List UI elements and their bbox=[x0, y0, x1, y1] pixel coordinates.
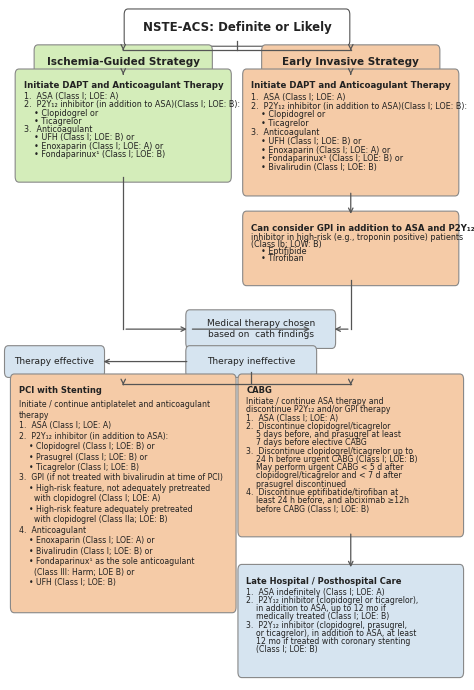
Text: Therapy ineffective: Therapy ineffective bbox=[207, 357, 295, 366]
Text: 1.  ASA (Class I; LOE: A): 1. ASA (Class I; LOE: A) bbox=[251, 93, 346, 102]
Text: Late Hospital / Posthospital Care: Late Hospital / Posthospital Care bbox=[246, 577, 402, 586]
Text: Initiate DAPT and Anticoagulant Therapy: Initiate DAPT and Anticoagulant Therapy bbox=[24, 81, 223, 90]
Text: (Class Ib; LOW: B): (Class Ib; LOW: B) bbox=[251, 240, 322, 249]
Text: • Enoxaparin (Class I; LOE: A) or: • Enoxaparin (Class I; LOE: A) or bbox=[19, 536, 155, 546]
Text: before CABG (Class I; LOE: B): before CABG (Class I; LOE: B) bbox=[246, 504, 370, 513]
Text: 5 days before, and prasugrel at least: 5 days before, and prasugrel at least bbox=[246, 430, 401, 440]
Text: 1.  ASA indefinitely (Class I; LOE: A): 1. ASA indefinitely (Class I; LOE: A) bbox=[246, 588, 385, 597]
Text: • Ticagrelor (Class I; LOE: B): • Ticagrelor (Class I; LOE: B) bbox=[19, 463, 139, 472]
Text: Therapy effective: Therapy effective bbox=[15, 357, 94, 366]
FancyBboxPatch shape bbox=[186, 346, 317, 377]
Text: with clopidogrel (Class I; LOE: A): with clopidogrel (Class I; LOE: A) bbox=[19, 495, 160, 504]
Text: prasugrel discontinued: prasugrel discontinued bbox=[246, 480, 346, 489]
FancyBboxPatch shape bbox=[243, 211, 459, 286]
Text: PCI with Stenting: PCI with Stenting bbox=[19, 386, 102, 395]
Text: 2.  P2Y₁₂ inhibitor (in addition to ASA):: 2. P2Y₁₂ inhibitor (in addition to ASA): bbox=[19, 431, 168, 440]
Text: least 24 h before, and abciximab ≥12h: least 24 h before, and abciximab ≥12h bbox=[246, 496, 410, 505]
FancyBboxPatch shape bbox=[243, 69, 459, 196]
Text: • Eptifibide: • Eptifibide bbox=[251, 247, 307, 256]
Text: discontinue P2Y₁₂ and/or GPI therapy: discontinue P2Y₁₂ and/or GPI therapy bbox=[246, 406, 391, 415]
Text: Ischemia-Guided Strategy: Ischemia-Guided Strategy bbox=[47, 57, 200, 67]
Text: 1.  ASA (Class I; LOE: A): 1. ASA (Class I; LOE: A) bbox=[24, 92, 118, 101]
Text: • Prasugrel (Class I; LOE: B) or: • Prasugrel (Class I; LOE: B) or bbox=[19, 453, 147, 462]
Text: Medical therapy chosen
based on  cath findings: Medical therapy chosen based on cath fin… bbox=[207, 319, 315, 339]
Text: 24 h before urgent CABG (Class I; LOE: B): 24 h before urgent CABG (Class I; LOE: B… bbox=[246, 455, 418, 464]
Text: • Clopidogrel or: • Clopidogrel or bbox=[251, 110, 326, 119]
Text: • Ticagrelor: • Ticagrelor bbox=[251, 119, 309, 128]
Text: in addition to ASA, up to 12 mo if: in addition to ASA, up to 12 mo if bbox=[246, 604, 386, 613]
Text: (Class I; LOE: B): (Class I; LOE: B) bbox=[246, 645, 318, 654]
Text: inhibitor in high-risk (e.g., troponin positive) patients: inhibitor in high-risk (e.g., troponin p… bbox=[251, 233, 464, 242]
Text: 3.  GPI (if not treated with bivalirudin at time of PCI): 3. GPI (if not treated with bivalirudin … bbox=[19, 473, 223, 482]
FancyBboxPatch shape bbox=[15, 69, 231, 182]
Text: • Ticagrelor: • Ticagrelor bbox=[24, 117, 82, 126]
Text: Initiate DAPT and Anticoagulant Therapy: Initiate DAPT and Anticoagulant Therapy bbox=[251, 81, 451, 90]
Text: 3.  Anticoagulant: 3. Anticoagulant bbox=[251, 128, 319, 137]
Text: • UFH (Class I; LOE: B) or: • UFH (Class I; LOE: B) or bbox=[24, 133, 134, 142]
Text: 1.  ASA (Class I; LOE: A): 1. ASA (Class I; LOE: A) bbox=[19, 421, 111, 430]
Text: • UFH (Class I; LOE: B) or: • UFH (Class I; LOE: B) or bbox=[251, 137, 362, 146]
Text: • High-risk feature, not adequately pretreated: • High-risk feature, not adequately pret… bbox=[19, 484, 210, 493]
Text: • Fondaparinux¹ (Class I; LOE: B) or: • Fondaparinux¹ (Class I; LOE: B) or bbox=[251, 155, 403, 164]
Text: Initiate / continue ASA therapy and: Initiate / continue ASA therapy and bbox=[246, 397, 384, 406]
Text: NSTE-ACS: Definite or Likely: NSTE-ACS: Definite or Likely bbox=[143, 21, 331, 34]
Text: Initiate / continue antiplatelet and anticoagulant: Initiate / continue antiplatelet and ant… bbox=[19, 400, 210, 409]
Text: 3.  Discontinue clopidogrel/ticagrelor up to: 3. Discontinue clopidogrel/ticagrelor up… bbox=[246, 446, 413, 455]
Text: 3.  Anticoagulant: 3. Anticoagulant bbox=[24, 125, 92, 134]
Text: with clopidogrel (Class IIa; LOE: B): with clopidogrel (Class IIa; LOE: B) bbox=[19, 515, 167, 524]
Text: (Class III: Harm; LOE B) or: (Class III: Harm; LOE B) or bbox=[19, 568, 134, 577]
Text: • UFH (Class I; LOE: B): • UFH (Class I; LOE: B) bbox=[19, 578, 116, 587]
Text: • High-risk feature adequately pretreated: • High-risk feature adequately pretreate… bbox=[19, 505, 192, 514]
FancyBboxPatch shape bbox=[10, 374, 236, 613]
Text: CABG: CABG bbox=[246, 386, 273, 395]
Text: 3.  P2Y₁₂ inhibitor (clopidogrel, prasugrel,: 3. P2Y₁₂ inhibitor (clopidogrel, prasugr… bbox=[246, 620, 408, 629]
Text: • Fondaparinux¹ as the sole anticoagulant: • Fondaparinux¹ as the sole anticoagulan… bbox=[19, 558, 194, 566]
Text: • Clopidogrel or: • Clopidogrel or bbox=[24, 108, 98, 117]
FancyBboxPatch shape bbox=[238, 374, 464, 537]
Text: 4.  Anticoagulant: 4. Anticoagulant bbox=[19, 526, 86, 535]
Text: 7 days before elective CABG: 7 days before elective CABG bbox=[246, 438, 367, 447]
Text: or ticagrelor), in addition to ASA, at least: or ticagrelor), in addition to ASA, at l… bbox=[246, 629, 417, 638]
Text: • Enoxaparin (Class I; LOE: A) or: • Enoxaparin (Class I; LOE: A) or bbox=[251, 146, 391, 155]
Text: • Fondaparinux¹ (Class I; LOE: B): • Fondaparinux¹ (Class I; LOE: B) bbox=[24, 150, 165, 159]
Text: May perform urgent CABG < 5 d after: May perform urgent CABG < 5 d after bbox=[246, 463, 404, 472]
Text: • Tirofiban: • Tirofiban bbox=[251, 255, 304, 264]
FancyBboxPatch shape bbox=[186, 310, 336, 348]
Text: 12 mo if treated with coronary stenting: 12 mo if treated with coronary stenting bbox=[246, 637, 411, 646]
FancyBboxPatch shape bbox=[262, 45, 440, 79]
FancyBboxPatch shape bbox=[238, 564, 464, 678]
Text: 2.  P2Y₁₂ inhibitor (in addition to ASA)(Class I; LOE: B):: 2. P2Y₁₂ inhibitor (in addition to ASA)(… bbox=[24, 100, 240, 110]
FancyBboxPatch shape bbox=[34, 45, 212, 79]
Text: • Bivalirudin (Class I; LOE: B): • Bivalirudin (Class I; LOE: B) bbox=[251, 164, 377, 172]
Text: therapy: therapy bbox=[19, 411, 49, 420]
Text: 2.  P2Y₁₂ inhibitor (in addition to ASA)(Class I; LOE: B):: 2. P2Y₁₂ inhibitor (in addition to ASA)(… bbox=[251, 101, 467, 110]
Text: • Enoxaparin (Class I; LOE: A) or: • Enoxaparin (Class I; LOE: A) or bbox=[24, 141, 163, 150]
Text: Early Invasive Strategy: Early Invasive Strategy bbox=[283, 57, 419, 67]
Text: 2.  Discontinue clopidogrel/ticagrelor: 2. Discontinue clopidogrel/ticagrelor bbox=[246, 422, 391, 431]
FancyBboxPatch shape bbox=[124, 9, 350, 46]
Text: 4.  Discontinue eptifibatide/tirofiban at: 4. Discontinue eptifibatide/tirofiban at bbox=[246, 488, 399, 497]
FancyBboxPatch shape bbox=[5, 346, 104, 377]
Text: clopidogrel/ticagrelor and < 7 d after: clopidogrel/ticagrelor and < 7 d after bbox=[246, 471, 402, 480]
Text: • Clopidogrel (Class I; LOE: B) or: • Clopidogrel (Class I; LOE: B) or bbox=[19, 442, 155, 451]
Text: 1.  ASA (Class I; LOE: A): 1. ASA (Class I; LOE: A) bbox=[246, 414, 338, 423]
Text: Can consider GPI in addition to ASA and P2Y₁₂: Can consider GPI in addition to ASA and … bbox=[251, 224, 474, 233]
Text: medically treated (Class I; LOE: B): medically treated (Class I; LOE: B) bbox=[246, 612, 390, 621]
Text: • Bivalirudin (Class I; LOE: B) or: • Bivalirudin (Class I; LOE: B) or bbox=[19, 547, 153, 556]
Text: 2.  P2Y₁₂ inhibitor (clopidogrel or ticagrelor),: 2. P2Y₁₂ inhibitor (clopidogrel or ticag… bbox=[246, 596, 419, 605]
